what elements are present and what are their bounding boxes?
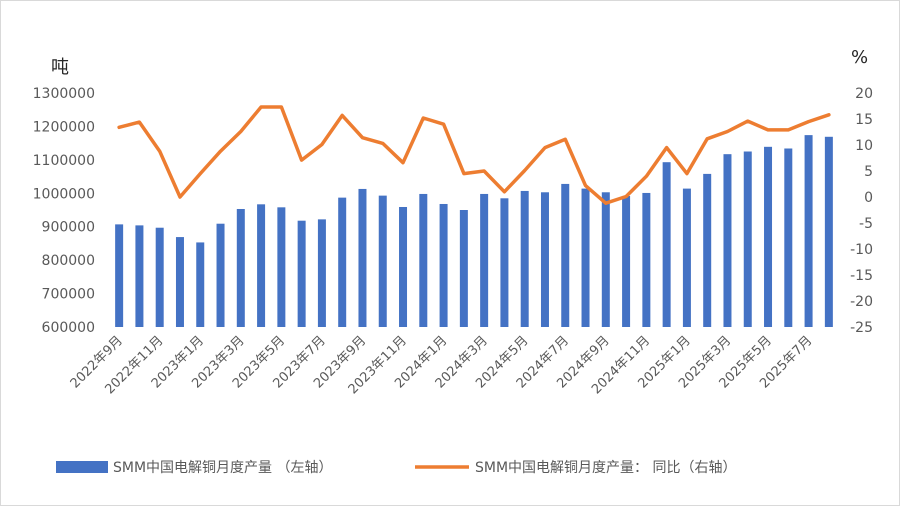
bar [622,195,631,327]
legend-bar-swatch [56,461,108,473]
right-tick-label: 15 [855,112,873,128]
left-tick-label: 1000000 [33,186,95,202]
legend-bar-label: SMM中国电解铜月度产量 （左轴） [113,460,333,476]
bar [358,188,367,327]
bar [277,207,286,327]
right-axis-ticks: -25 -20 -15 -10 -5 0 5 10 15 20 [850,86,873,336]
bar [561,183,570,327]
bar [743,151,752,327]
legend: SMM中国电解铜月度产量 （左轴） SMM中国电解铜月度产量： 同比（右轴） [56,460,737,476]
right-tick-label: -25 [850,320,873,336]
bar [378,195,387,327]
bar [439,203,448,327]
left-tick-label: 600000 [42,320,95,336]
bar [540,192,549,327]
legend-line-label: SMM中国电解铜月度产量： 同比（右轴） [475,460,737,476]
right-tick-label: 10 [855,138,873,154]
bar [135,225,144,327]
left-axis-ticks: 600000 700000 800000 900000 1000000 1100000 12… [33,86,95,336]
left-tick-label: 1200000 [33,119,95,135]
bar [804,135,813,327]
bar [784,148,793,327]
bar [175,237,184,327]
bar-series [115,135,833,327]
right-tick-label: 0 [864,190,873,206]
right-tick-label: -5 [859,216,873,232]
bar [257,204,266,327]
bar [642,192,651,327]
yoy-line [117,105,831,205]
right-tick-label: -15 [850,268,873,284]
bar [764,146,773,327]
bar [520,190,529,327]
bar [216,223,225,327]
left-tick-label: 700000 [42,287,95,303]
bar [236,208,245,327]
bar [500,198,509,327]
bar [317,219,326,327]
bar [601,192,610,327]
right-tick-label: 5 [864,164,873,180]
bar [338,197,347,327]
right-axis-unit: % [851,47,868,68]
line-series [117,105,831,205]
bar [196,242,205,327]
bar [459,210,468,327]
left-axis-unit: 吨 [51,57,69,78]
bar [703,173,712,327]
bar [682,188,691,327]
bar [399,206,408,327]
bar [662,162,671,327]
right-tick-label: -20 [850,294,873,310]
x-axis-ticks: 2022年9月2022年11月2023年1月2023年3月2023年5月2023… [68,333,816,397]
right-tick-label: 20 [855,86,873,102]
left-tick-label: 1300000 [33,86,95,102]
left-tick-label: 800000 [42,253,95,269]
right-tick-label: -10 [850,242,873,258]
bar [824,136,833,327]
bar [155,227,164,327]
bar [581,188,590,327]
left-tick-label: 900000 [42,220,95,236]
bar [723,154,732,327]
bar [419,193,428,327]
bar [480,193,489,327]
left-tick-label: 1100000 [33,153,95,169]
bar [115,224,124,327]
bar [297,220,306,327]
